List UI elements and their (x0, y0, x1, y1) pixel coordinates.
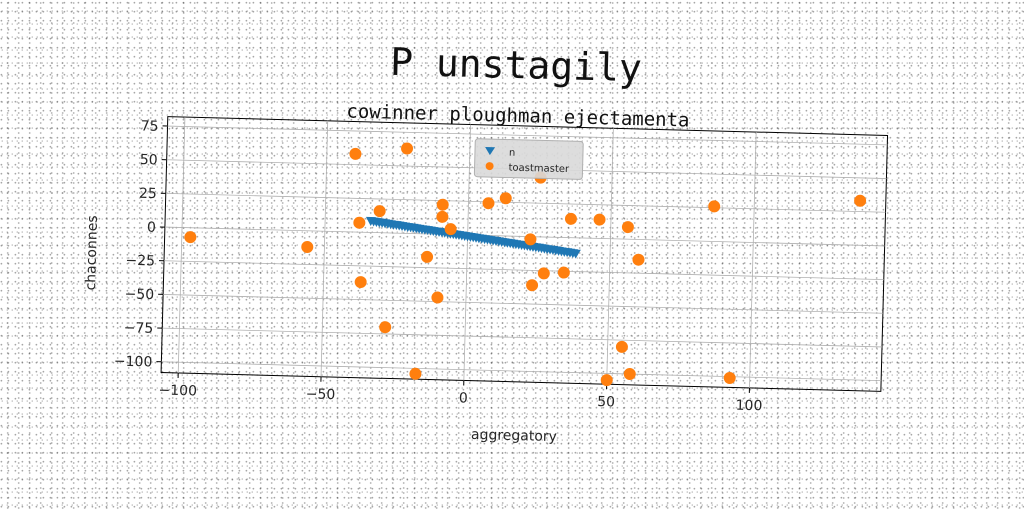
point-toastmaster (537, 267, 550, 280)
x-axis-label: aggregatory (471, 427, 557, 445)
point-toastmaster (436, 198, 449, 211)
point-toastmaster (526, 279, 539, 292)
y-tick-label: 50 (140, 152, 158, 168)
x-grid-line (177, 117, 186, 373)
point-toastmaster (482, 197, 495, 210)
point-toastmaster (184, 231, 197, 244)
legend-label-toastmaster: toastmaster (508, 163, 570, 176)
point-toastmaster (421, 250, 434, 263)
point-toastmaster (621, 221, 634, 234)
y-grid-line (164, 226, 885, 247)
point-toastmaster (373, 205, 386, 218)
x-tick-label: 50 (597, 394, 615, 410)
x-tick-label: 100 (735, 398, 762, 415)
axis-ticks: −100 −50 0 50 100 75 50 25 0 −25 −50 −75 −100 (114, 118, 763, 415)
legend-label-n: n (509, 148, 516, 159)
y-grid-line (162, 327, 883, 348)
point-toastmaster (600, 374, 613, 387)
point-n (570, 249, 581, 259)
point-toastmaster (401, 142, 414, 155)
axes-frame (160, 116, 889, 392)
point-toastmaster (499, 192, 512, 205)
x-grid-line (463, 124, 471, 381)
point-toastmaster (409, 367, 422, 380)
point-toastmaster (444, 223, 457, 236)
y-tick-label: 75 (140, 118, 158, 134)
series-n (365, 216, 581, 259)
point-toastmaster (353, 216, 366, 229)
y-tick-label: 25 (139, 186, 157, 202)
point-toastmaster (301, 240, 314, 253)
y-tick-label: 0 (147, 220, 156, 236)
legend-box (473, 138, 584, 180)
x-tick-label: −50 (306, 386, 336, 403)
point-toastmaster (379, 321, 392, 334)
point-toastmaster (615, 340, 628, 353)
y-grid-line (165, 192, 886, 213)
x-grid-line (606, 128, 614, 385)
y-tick-label: −75 (123, 320, 153, 337)
y-tick-label: −100 (114, 354, 153, 371)
plot-area: −100 −50 0 50 100 75 50 25 0 −25 −50 −75 −100 n toas… (114, 116, 889, 415)
chart-title: P unstagily (390, 40, 643, 91)
point-toastmaster (593, 213, 606, 226)
point-toastmaster (632, 253, 645, 266)
point-toastmaster (723, 371, 736, 384)
legend: n toastmaster (473, 138, 584, 180)
point-toastmaster (524, 233, 537, 246)
point-toastmaster (349, 147, 362, 160)
y-grid-line (161, 361, 882, 382)
x-grid-line (749, 132, 757, 388)
x-tick-label: 0 (459, 390, 468, 406)
point-toastmaster (708, 200, 721, 213)
point-toastmaster (623, 368, 636, 381)
chart-subtitle: cowinner ploughman ejectamenta (346, 101, 690, 132)
point-toastmaster (431, 291, 444, 304)
point-toastmaster (557, 266, 570, 279)
point-toastmaster (354, 276, 367, 289)
y-grid-line (167, 125, 888, 146)
y-tick-label: −50 (124, 286, 154, 303)
point-toastmaster (854, 194, 867, 207)
y-tick-label: −25 (125, 253, 155, 270)
point-toastmaster (436, 210, 449, 223)
y-grid-line (163, 294, 883, 314)
x-grid-line (320, 120, 329, 377)
y-grid-line (164, 260, 884, 280)
legend-marker-n (485, 146, 496, 156)
y-axis-label: chaconnes (83, 215, 101, 290)
grid (161, 117, 888, 388)
point-toastmaster (564, 212, 577, 225)
x-tick-label: −100 (158, 382, 197, 399)
legend-marker-toastmaster (485, 162, 494, 171)
